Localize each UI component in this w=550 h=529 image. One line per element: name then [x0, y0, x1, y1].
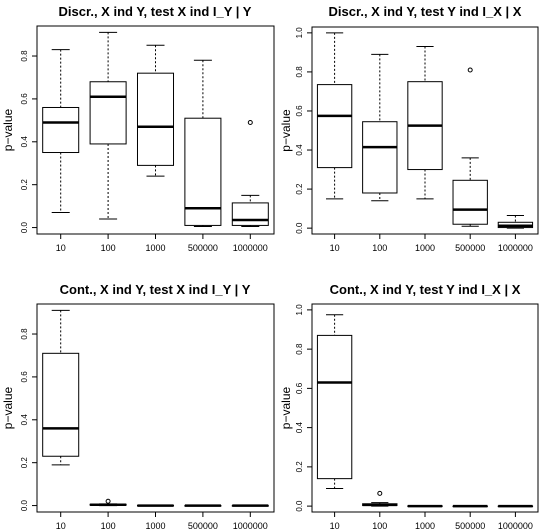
box-500000: [184, 504, 222, 507]
box-1000: [407, 504, 443, 508]
boxplot-panel: Cont., X ind Y, test X ind I_Y | Y p−valu…: [1, 282, 275, 529]
box-10: [42, 49, 80, 214]
box-500000: [452, 67, 488, 227]
box-1000000: [497, 214, 534, 229]
iqr-box: [42, 352, 80, 457]
x-tick-label: 10: [330, 521, 340, 529]
y-tick-label: 0.8: [295, 66, 304, 78]
y-tick-label: 0.6: [20, 93, 29, 105]
boxplot-panel: Cont., X ind Y, test Y ind I_X | X p−valu…: [279, 282, 539, 529]
box-1000000: [231, 504, 269, 507]
box-1000000: [231, 119, 269, 227]
box-1000000: [497, 504, 534, 508]
outlier-point: [377, 490, 383, 496]
y-tick-label: 0.8: [20, 328, 29, 340]
x-tick-label: 1000000: [498, 243, 533, 253]
y-tick-label: 0.6: [20, 371, 29, 383]
x-tick-label: 1000: [415, 521, 435, 529]
box-1000: [136, 44, 175, 177]
box-500000: [452, 504, 488, 508]
box-10: [316, 314, 353, 489]
y-tick-label: 0.2: [20, 179, 29, 191]
y-tick-label: 0.4: [295, 144, 304, 156]
iqr-box: [89, 81, 127, 145]
y-tick-label: 0.0: [20, 221, 29, 233]
y-tick-label: 0.2: [295, 183, 304, 195]
x-tick-label: 1000: [145, 521, 165, 529]
y-tick-label: 1.0: [295, 27, 304, 39]
x-tick-label: 100: [372, 521, 387, 529]
y-tick-label: 0.6: [295, 105, 304, 117]
x-tick-label: 10: [330, 243, 340, 253]
y-tick-label: 0.4: [295, 422, 304, 434]
x-tick-label: 500000: [455, 521, 485, 529]
iqr-box: [452, 179, 488, 225]
iqr-box: [42, 106, 80, 154]
outlier-point: [247, 119, 253, 125]
x-tick-label: 10: [56, 521, 66, 529]
iqr-box: [136, 72, 175, 166]
outlier-point: [467, 67, 473, 73]
box-100: [362, 490, 398, 507]
iqr-box: [316, 84, 353, 169]
panel-title: Discr., X ind Y, test X ind I_Y | Y: [59, 4, 252, 19]
x-tick-label: 1000: [145, 243, 165, 253]
x-tick-label: 500000: [188, 243, 218, 253]
y-axis-label: p−value: [1, 108, 15, 151]
box-100: [89, 31, 127, 220]
panel-title: Cont., X ind Y, test X ind I_Y | Y: [60, 282, 251, 297]
y-tick-label: 0.4: [20, 136, 29, 148]
x-tick-label: 100: [101, 521, 116, 529]
x-tick-label: 100: [101, 243, 116, 253]
x-tick-label: 500000: [188, 521, 218, 529]
x-tick-label: 1000000: [498, 521, 533, 529]
box-100: [89, 498, 127, 507]
panel-title: Cont., X ind Y, test Y ind I_X | X: [330, 282, 521, 297]
y-tick-label: 0.0: [295, 222, 304, 234]
y-tick-label: 0.2: [295, 461, 304, 473]
iqr-box: [231, 202, 269, 226]
y-tick-label: 1.0: [295, 304, 304, 316]
x-tick-label: 10: [56, 243, 66, 253]
y-axis-label: p−value: [1, 386, 15, 429]
y-tick-label: 0.4: [20, 414, 29, 426]
box-100: [362, 53, 398, 202]
box-1000: [136, 504, 175, 507]
outlier-point: [105, 498, 111, 504]
y-tick-label: 0.8: [295, 343, 304, 355]
y-tick-label: 0.0: [20, 499, 29, 511]
panel-title: Discr., X ind Y, test Y ind I_X | X: [329, 4, 522, 19]
x-tick-label: 500000: [455, 243, 485, 253]
box-1000: [407, 46, 443, 200]
x-tick-label: 1000000: [233, 243, 268, 253]
y-tick-label: 0.2: [20, 457, 29, 469]
y-axis-label: p−value: [279, 109, 293, 152]
y-tick-label: 0.8: [20, 50, 29, 62]
y-axis-label: p−value: [279, 386, 293, 429]
boxplot-panel: Discr., X ind Y, test Y ind I_X | X p−val…: [279, 4, 539, 253]
box-500000: [184, 59, 222, 227]
x-tick-label: 100: [372, 243, 387, 253]
x-tick-label: 1000000: [233, 521, 268, 529]
iqr-box: [316, 334, 353, 480]
box-10: [316, 32, 353, 200]
x-tick-label: 1000: [415, 243, 435, 253]
boxplot-panel: Discr., X ind Y, test X ind I_Y | Y p−val…: [1, 4, 275, 253]
y-tick-label: 0.0: [295, 500, 304, 512]
iqr-box: [362, 121, 398, 194]
y-tick-label: 0.6: [295, 382, 304, 394]
box-10: [42, 309, 80, 466]
